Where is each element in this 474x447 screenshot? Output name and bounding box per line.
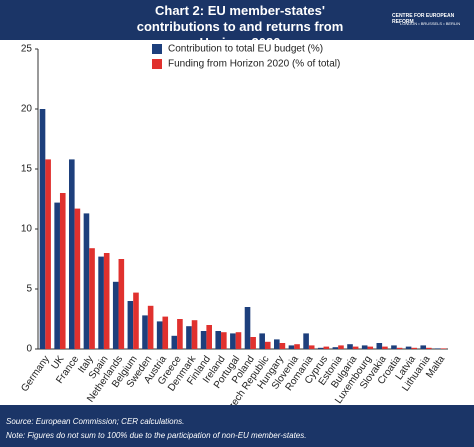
source: Source: European Commission; CER calcula… [6,417,185,426]
legend-swatch [152,59,162,69]
bar [308,345,315,349]
bar [186,326,192,349]
chart-title: Chart 2: EU member-states' contributions… [136,3,344,50]
y-tick-label: 0 [26,344,32,355]
bar [221,332,227,349]
footer: Source: European Commission; CER calcula… [0,405,474,447]
bar [391,345,397,349]
logo-name: CENTRE FOR EUROPEAN REFORM [392,13,455,25]
bar [171,335,178,349]
bar [376,343,383,349]
bar [411,347,417,349]
y-tick-label: 15 [21,164,33,175]
bar [332,347,339,349]
y-tick-label: 10 [21,224,33,235]
bar [112,281,119,349]
bar [440,348,447,349]
bar [103,253,110,349]
bar [118,259,125,349]
y-tick-label: 20 [21,104,33,115]
bar [338,345,344,349]
bar [74,208,81,349]
legend-label: Contribution to total EU budget (%) [168,44,323,55]
bar [162,316,169,349]
legend-swatch [152,44,162,54]
bar [250,337,256,349]
bar [323,346,330,349]
bar [235,332,242,349]
bar [294,344,300,349]
bar [177,319,183,349]
bar [206,325,212,349]
bar [98,256,104,349]
bar [89,248,95,349]
x-tick-label: Germany [19,354,52,394]
bar [303,333,309,349]
bar [69,159,75,349]
bar [54,202,60,349]
y-tick-label: 5 [26,284,32,295]
bar [156,321,163,349]
bar [127,301,134,349]
header: Chart 2: EU member-states' contributions… [0,0,474,50]
bar [396,347,403,349]
bar [405,346,412,349]
bar [352,346,359,349]
bar [147,305,154,349]
bar [191,320,198,349]
bar [83,213,90,349]
logo-tagline: LONDON • BRUSSELS • BERLIN [400,21,461,26]
bar [279,343,286,349]
bar [133,292,139,349]
bar [142,315,148,349]
note: Note: Figures do not sum to 100% due to … [6,431,307,440]
bar [215,331,222,349]
legend-label: Funding from Horizon 2020 (% of total) [168,59,340,70]
bar [200,331,207,349]
bar [259,333,265,349]
bar [426,347,432,349]
bar [347,344,353,349]
bar [244,307,251,349]
bar [288,345,295,349]
bar [59,193,66,349]
bar [435,348,441,349]
chart: 0510152025GermanyUKFranceItalySpainNethe… [19,44,448,405]
bar [367,346,374,349]
bar [264,341,271,349]
y-tick-label: 25 [21,44,33,55]
bar [420,345,427,349]
bar [274,339,280,349]
bar [39,109,46,349]
bar [45,159,51,349]
bar [382,346,388,349]
bar [361,345,368,349]
bar [317,347,324,349]
bar [230,333,236,349]
